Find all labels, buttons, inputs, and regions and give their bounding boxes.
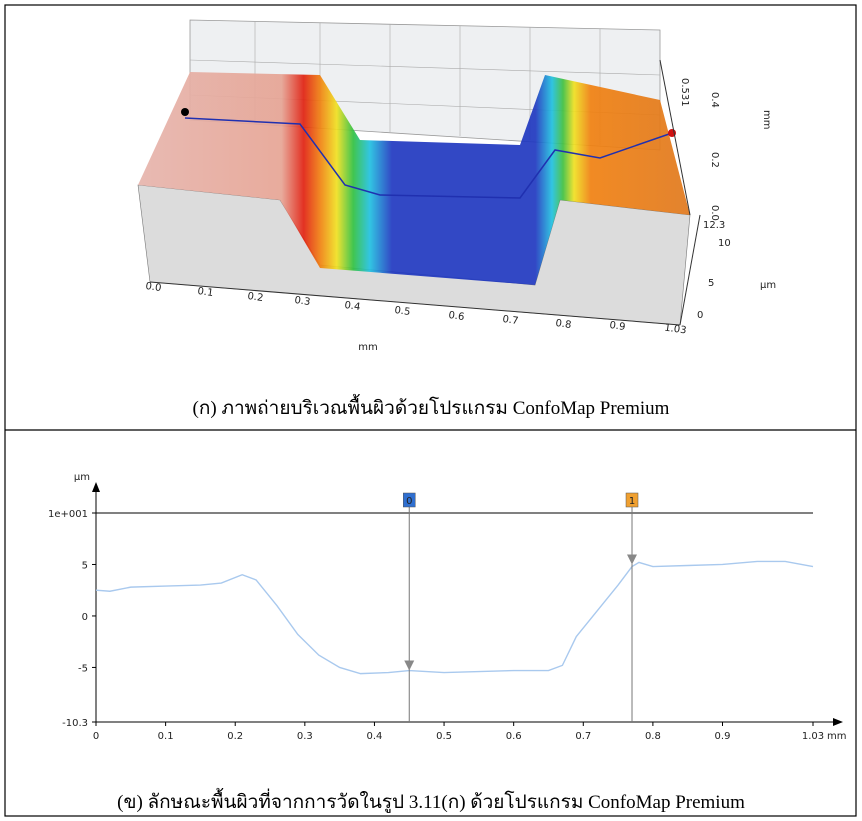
cursor-flag xyxy=(403,492,416,508)
x-tick-label: 0.2 xyxy=(227,731,243,742)
z-tick-label-3d: 0.2 xyxy=(709,152,720,168)
y-axis-label: µm xyxy=(74,472,90,483)
x-tick-label: 0.7 xyxy=(575,731,591,742)
x-tick-label: 0.6 xyxy=(506,731,522,742)
x-tick-label-3d: 0.4 xyxy=(344,300,361,313)
x-tick-label: 0.5 xyxy=(436,731,452,742)
y-tick-label: 5 xyxy=(82,560,88,571)
x-tick-label-3d: 0.1 xyxy=(197,286,214,299)
cursor-label: 1 xyxy=(629,496,635,507)
y-tick-label-3d: 0 xyxy=(697,310,703,321)
x-tick-label-3d: 1.03 xyxy=(664,323,688,337)
y-tick-label: -5 xyxy=(78,663,88,674)
y-tick-label: 0 xyxy=(82,612,88,623)
z-tick-label-3d: 0.4 xyxy=(709,92,720,108)
profile-line xyxy=(95,560,814,675)
x-tick-label: 0.4 xyxy=(366,731,382,742)
x-tick-label: 0.1 xyxy=(158,731,174,742)
x-tick-label-3d: 0.7 xyxy=(502,314,519,327)
cursor-label: 0 xyxy=(406,496,412,507)
x-arrow xyxy=(833,718,843,726)
x-tick-label: 0 xyxy=(93,731,99,742)
y-tick-label-3d: 5 xyxy=(708,278,714,289)
cursor-flag xyxy=(625,492,639,508)
y-tick-label: 1e+001 xyxy=(48,509,88,520)
y-tick-label: -10.3 xyxy=(62,718,88,729)
x-axis-label: mm xyxy=(827,731,846,742)
frame xyxy=(4,4,857,817)
x-tick-label-3d: 0.9 xyxy=(609,320,626,333)
x-tick-label: 1.03 xyxy=(802,731,824,742)
cursor-point xyxy=(404,660,415,671)
x-tick-label: 0.9 xyxy=(715,731,731,742)
z-tick-label-3d: 0.531 xyxy=(679,78,690,107)
caption-b: (ข) ลักษณะพื้นผิวที่จากการวัดในรูป 3.11(… xyxy=(117,788,745,813)
x-tick-label: 0.3 xyxy=(297,731,313,742)
x-tick-label-3d: 0.6 xyxy=(448,310,465,323)
x-tick-label-3d: 0.3 xyxy=(294,295,311,308)
x-tick-label-3d: 0.5 xyxy=(394,305,411,318)
cursor-point xyxy=(627,554,638,565)
y-tick-label-3d: 12.3 xyxy=(703,220,725,231)
y-arrow xyxy=(92,482,100,492)
y-unit-3d: µm xyxy=(760,280,776,291)
z-unit-3d: mm xyxy=(761,110,772,129)
x-tick-label: 0.8 xyxy=(645,731,661,742)
surface-3d xyxy=(137,19,701,326)
caption-a: (ก) ภาพถ่ายบริเวณพื้นผิวด้วยโปรแกรม Conf… xyxy=(193,394,670,419)
x-tick-label-3d: 0.0 xyxy=(145,281,162,294)
z-tick-label-3d: 0.0 xyxy=(709,205,720,221)
y-tick-label-3d: 10 xyxy=(718,238,731,249)
x-unit-3d: mm xyxy=(358,342,377,353)
x-tick-label-3d: 0.8 xyxy=(555,318,572,331)
x-tick-label-3d: 0.2 xyxy=(247,291,264,304)
